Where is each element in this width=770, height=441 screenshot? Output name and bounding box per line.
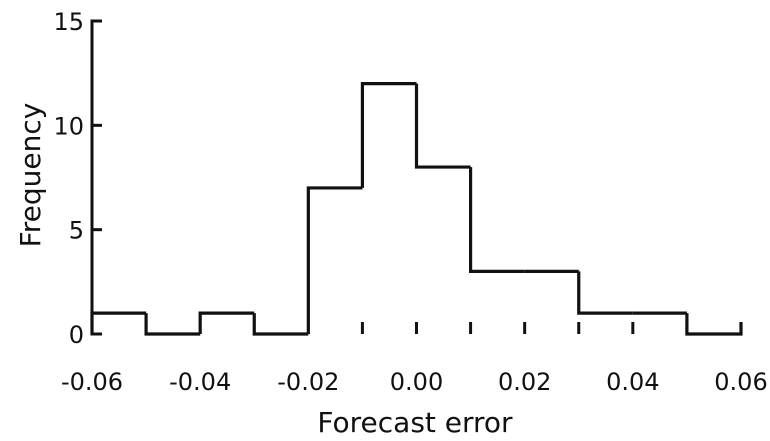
x-axis-label: Forecast error (317, 406, 513, 439)
histogram-bin (144, 313, 201, 336)
histogram-bin (577, 271, 633, 315)
x-tick-label: 0.04 (606, 368, 659, 396)
histogram-bin (90, 311, 147, 334)
x-tick-label: 0.02 (498, 368, 551, 396)
y-axis (90, 19, 102, 336)
x-tick-label: 0.00 (390, 368, 443, 396)
x-tick-label: -0.02 (277, 368, 339, 396)
x-tick-label: -0.06 (61, 368, 123, 396)
histogram-bin (360, 82, 417, 188)
x-tick-label: -0.04 (169, 368, 231, 396)
histogram-bars (90, 82, 743, 336)
y-axis-tick-labels: 0 5 10 15 (53, 8, 84, 349)
y-tick-label: 15 (53, 8, 84, 36)
x-tick-label: 0.06 (714, 368, 767, 396)
y-tick-label: 10 (53, 112, 84, 140)
y-axis-label: Frequency (14, 103, 47, 248)
histogram-bin (306, 186, 363, 334)
histogram-bin (685, 313, 743, 336)
y-tick-label: 5 (69, 217, 84, 245)
histogram-bin (252, 313, 309, 336)
x-axis-tick-labels: -0.06 -0.04 -0.02 0.00 0.02 0.04 0.06 (61, 368, 768, 396)
histogram-bin (414, 83, 471, 169)
histogram-bin (468, 167, 525, 273)
histogram-bin (198, 311, 255, 334)
x-axis-ticks (360, 322, 743, 334)
y-tick-label: 0 (69, 321, 84, 349)
